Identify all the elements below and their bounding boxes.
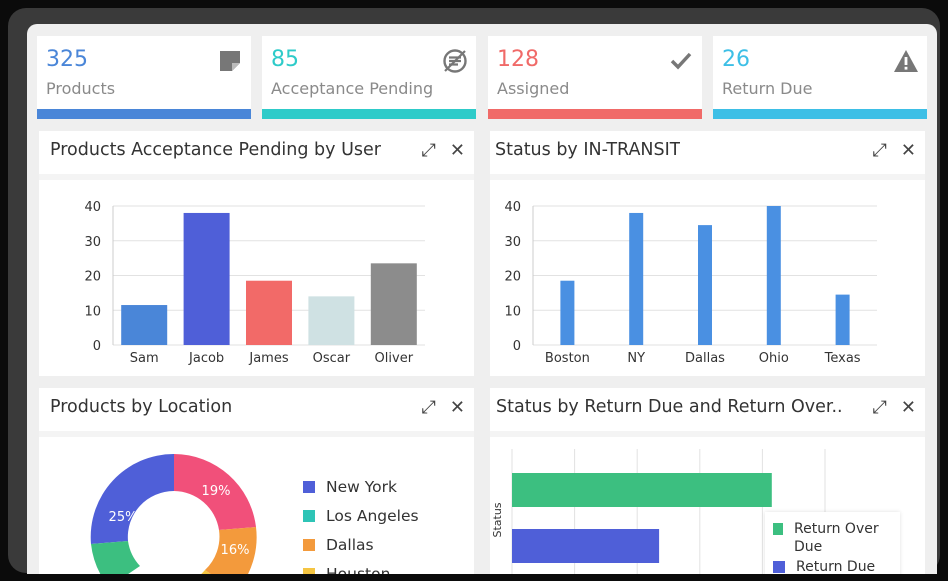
kpi-accent-bar	[713, 109, 927, 119]
donut-label-25: 25%	[109, 510, 138, 525]
donut-slice-19	[174, 454, 256, 530]
kpi-card-acceptance-pending[interactable]: 85 Acceptance Pending	[262, 36, 476, 119]
kpi-label: Return Due	[722, 79, 813, 98]
close-icon[interactable]: ✕	[900, 397, 916, 418]
x-tick-label: Dallas	[685, 351, 725, 366]
legend-item[interactable]: Houston	[303, 559, 419, 574]
bar-ny	[629, 212, 644, 345]
donut-slice-16	[205, 527, 257, 574]
y-tick-label: 40	[84, 200, 101, 215]
hbar-return-over-due	[512, 473, 772, 507]
y-tick-label: 0	[513, 339, 521, 354]
bar-texas	[835, 294, 850, 345]
bar-dallas	[698, 225, 712, 345]
check-icon	[670, 52, 692, 70]
kpi-value: 325	[46, 47, 88, 72]
y-tick-label: 10	[84, 304, 101, 319]
donut-slice-houston	[201, 570, 211, 574]
panel-title: Status by Return Due and Return Over..	[496, 397, 843, 417]
panel-title: Products Acceptance Pending by User	[50, 140, 381, 160]
return-legend: Return Over Due Return Due	[765, 512, 900, 574]
kpi-label: Assigned	[497, 79, 570, 98]
y-tick-label: 20	[504, 270, 521, 285]
warning-icon	[894, 50, 918, 72]
kpi-accent-bar	[262, 109, 476, 119]
y-tick-label: 30	[504, 235, 521, 250]
close-icon[interactable]: ✕	[449, 397, 465, 418]
kpi-value: 26	[722, 47, 750, 72]
x-tick-label: Oscar	[313, 351, 351, 366]
legend-item[interactable]: Los Angeles	[303, 501, 419, 530]
dashboard-screen: 325 Products 85 Acceptance Pending 128 A…	[27, 24, 937, 574]
donut-slice-25	[90, 453, 174, 544]
expand-icon[interactable]: ⤢	[421, 140, 436, 161]
kpi-accent-bar	[37, 109, 251, 119]
y-tick-label: 10	[504, 304, 521, 319]
expand-icon[interactable]: ⤢	[872, 397, 887, 418]
x-tick-label: NY	[627, 351, 645, 366]
return-due-hbar-chart: Status	[491, 449, 826, 574]
y-tick-label: 30	[84, 235, 101, 250]
x-tick-label: James	[248, 351, 288, 366]
kpi-label: Products	[46, 79, 116, 98]
x-tick-label: Sam	[130, 351, 159, 366]
hbar-return-due	[512, 529, 660, 563]
panel-divider	[490, 431, 925, 437]
panel-in-transit: Status by IN-TRANSIT ⤢ ✕ 0 10 20 30 40 Boston…	[490, 131, 925, 376]
panel-acceptance-by-user: Products Acceptance Pending by User ⤢ ✕ …	[39, 131, 474, 376]
sticky-note-icon	[220, 51, 240, 71]
device-frame: 325 Products 85 Acceptance Pending 128 A…	[8, 8, 940, 574]
y-tick-label: 20	[84, 270, 101, 285]
panel-divider	[490, 174, 925, 180]
panel-products-by-location: Products by Location ⤢ ✕ 25% 19% 16% New…	[39, 388, 474, 574]
location-donut-chart: 25% 19% 16%	[90, 453, 257, 574]
kpi-card-return-due[interactable]: 26 Return Due	[713, 36, 927, 119]
bar-james	[246, 280, 292, 345]
kpi-label: Acceptance Pending	[271, 79, 434, 98]
pending-list-icon	[443, 49, 467, 73]
x-tick-label: Jacob	[188, 351, 224, 366]
x-tick-label: Texas	[824, 351, 861, 366]
donut-slice-los-angeles	[91, 541, 140, 574]
y-axis-label: Status	[491, 502, 504, 537]
expand-icon[interactable]: ⤢	[421, 397, 436, 418]
legend-item[interactable]: New York	[303, 472, 419, 501]
panel-title: Status by IN-TRANSIT	[495, 140, 681, 160]
in-transit-bar-chart: 0 10 20 30 40 Boston NY Dallas Ohio Texas	[504, 200, 877, 366]
donut-label-19: 19%	[202, 484, 231, 499]
y-tick-label: 40	[504, 200, 521, 215]
acceptance-bar-chart: 0 10 20 30 40 Sam Jacob James Oscar Oliver	[84, 200, 425, 366]
panel-divider	[39, 174, 474, 180]
bar-jacob	[183, 212, 230, 345]
location-legend: New York Los Angeles Dallas Houston	[303, 472, 419, 574]
bar-boston	[560, 280, 575, 345]
bar-oliver	[370, 263, 417, 345]
expand-icon[interactable]: ⤢	[872, 140, 887, 161]
kpi-accent-bar	[488, 109, 702, 119]
kpi-value: 85	[271, 47, 299, 72]
panel-divider	[39, 431, 474, 437]
kpi-value: 128	[497, 47, 539, 72]
panel-title: Products by Location	[50, 397, 233, 417]
bar-ohio	[766, 206, 781, 345]
legend-item[interactable]: Return Due	[773, 558, 892, 574]
legend-item[interactable]: Dallas	[303, 530, 419, 559]
x-tick-label: Ohio	[759, 351, 789, 366]
bar-sam	[121, 305, 168, 345]
close-icon[interactable]: ✕	[900, 140, 916, 161]
x-tick-label: Boston	[545, 351, 590, 366]
donut-label-16: 16%	[221, 543, 250, 558]
y-tick-label: 0	[93, 339, 101, 354]
x-tick-label: Oliver	[375, 351, 414, 366]
legend-item[interactable]: Return Over Due	[773, 520, 892, 556]
kpi-card-products[interactable]: 325 Products	[37, 36, 251, 119]
kpi-card-assigned[interactable]: 128 Assigned	[488, 36, 702, 119]
bar-oscar	[308, 296, 355, 345]
close-icon[interactable]: ✕	[449, 140, 465, 161]
panel-return-due-status: Status by Return Due and Return Over.. ⤢…	[490, 388, 925, 574]
